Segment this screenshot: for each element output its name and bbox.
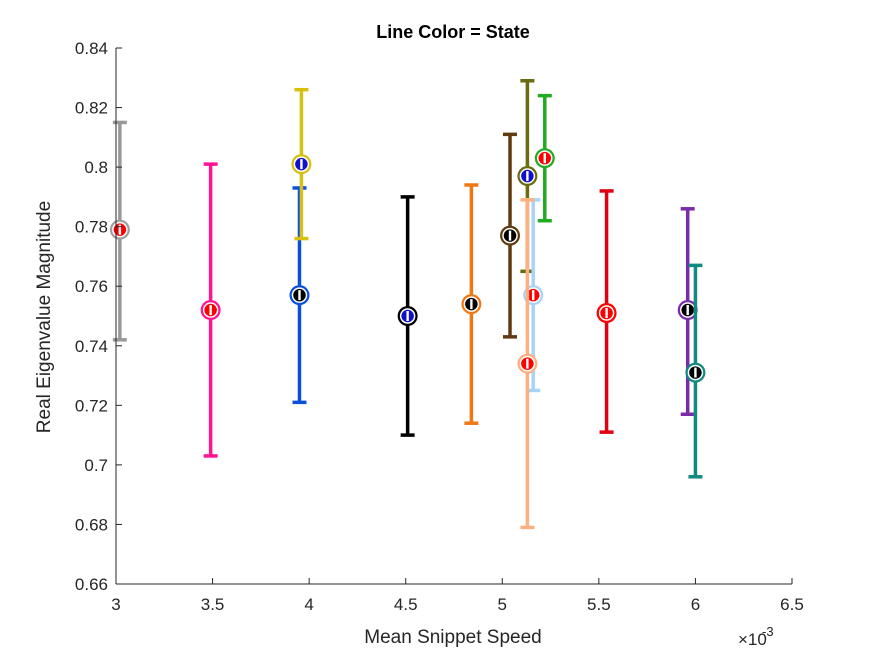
data-point-mark bbox=[526, 171, 529, 182]
y-tick-label: 0.76 bbox=[75, 277, 108, 296]
data-point-mark bbox=[531, 290, 535, 301]
data-point-group bbox=[677, 207, 698, 417]
y-tick-label: 0.82 bbox=[75, 99, 108, 118]
data-point-mark bbox=[686, 305, 689, 316]
x-tick-label: 6.5 bbox=[780, 595, 804, 614]
data-point-mark bbox=[118, 224, 122, 235]
plot-area bbox=[109, 79, 706, 530]
x-tick-label: 6 bbox=[691, 595, 700, 614]
x-tick-label: 5 bbox=[498, 595, 507, 614]
data-point-group bbox=[500, 132, 521, 339]
data-point-mark bbox=[209, 305, 212, 316]
y-tick-label: 0.68 bbox=[75, 515, 108, 534]
data-point-mark bbox=[508, 230, 512, 241]
data-point-group bbox=[289, 186, 310, 405]
y-tick-label: 0.66 bbox=[75, 575, 108, 594]
x-tick-label: 4.5 bbox=[394, 595, 418, 614]
x-exponent-power: -3 bbox=[762, 624, 774, 639]
data-point-group bbox=[461, 183, 482, 425]
data-point-group bbox=[517, 198, 538, 530]
data-point-mark bbox=[470, 299, 473, 310]
data-point-group bbox=[685, 263, 706, 479]
data-point-group bbox=[200, 162, 221, 458]
data-point-group bbox=[534, 93, 555, 223]
data-point-mark bbox=[605, 308, 608, 319]
y-tick-label: 0.8 bbox=[84, 158, 108, 177]
y-tick-label: 0.7 bbox=[84, 456, 108, 475]
data-point-group bbox=[397, 195, 418, 437]
data-point-mark bbox=[526, 358, 529, 369]
data-point-mark bbox=[694, 367, 697, 378]
data-point-group bbox=[109, 120, 130, 342]
data-point-group bbox=[291, 87, 312, 241]
data-point-group bbox=[596, 189, 617, 434]
x-tick-label: 3 bbox=[111, 595, 120, 614]
x-exponent-base: ×10 bbox=[738, 630, 767, 649]
x-tick-label: 5.5 bbox=[587, 595, 611, 614]
x-axis-label: Mean Snippet Speed bbox=[364, 627, 541, 648]
axes: 3 3.5 4 4.5 5 5.5 6 6.5 0.66 0.68 0.7 0.72 0.74 0.76 0… bbox=[75, 39, 804, 614]
y-tick-label: 0.84 bbox=[75, 39, 108, 58]
chart-title: Line Color = State bbox=[376, 22, 530, 42]
data-point-mark bbox=[298, 290, 301, 301]
x-tick-label: 4 bbox=[304, 595, 313, 614]
data-point-mark bbox=[406, 311, 409, 321]
data-point-mark bbox=[543, 153, 546, 164]
x-exponent-label: ×10 -3 bbox=[738, 624, 774, 649]
x-tick-label: 3.5 bbox=[201, 595, 225, 614]
y-axis-label: Real Eigenvalue Magnitude bbox=[34, 201, 55, 433]
y-tick-label: 0.74 bbox=[75, 337, 108, 356]
y-tick-label: 0.78 bbox=[75, 218, 108, 237]
data-point-mark bbox=[300, 159, 303, 170]
y-tick-label: 0.72 bbox=[75, 396, 108, 415]
